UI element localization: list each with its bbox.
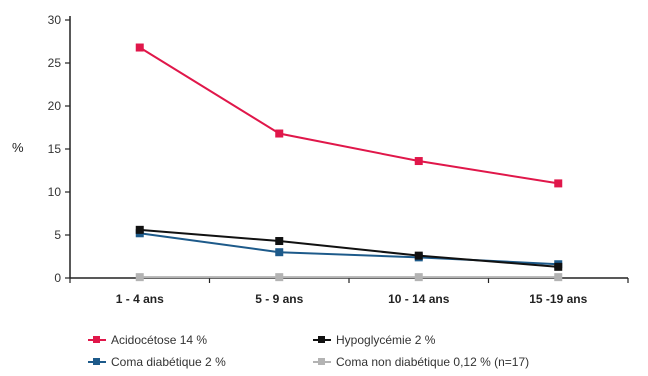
legend-item: Coma non diabétique 0,12 % (n=17) [313, 355, 529, 369]
data-point [414, 251, 423, 260]
data-point [414, 157, 423, 166]
y-tick-label: 5 [54, 228, 61, 242]
data-point [554, 262, 563, 271]
y-axis: 0 5 10 15 20 25 30 [48, 13, 71, 285]
data-point [414, 273, 423, 282]
y-axis-label: % [12, 140, 24, 155]
y-tick-label: 25 [48, 56, 62, 70]
x-tick-label: 5 - 9 ans [255, 292, 303, 306]
legend-label: Coma diabétique 2 % [111, 355, 226, 369]
data-point [554, 273, 563, 282]
legend-item: Coma diabétique 2 % [88, 355, 226, 369]
data-point [275, 248, 284, 257]
series-1 [135, 225, 563, 271]
legend-label: Hypoglycémie 2 % [336, 333, 436, 347]
data-point [135, 273, 144, 282]
y-tick-label: 20 [48, 99, 62, 113]
x-axis: 1 - 4 ans 5 - 9 ans 10 - 14 ans 15 -19 ans [69, 277, 629, 306]
legend-swatch [313, 358, 331, 366]
data-point [135, 225, 144, 234]
y-tick-label: 10 [48, 185, 62, 199]
legend-label: Acidocétose 14 % [111, 333, 208, 347]
series-group [135, 43, 563, 282]
legend-swatch [313, 336, 331, 344]
legend-item: Acidocétose 14 % [88, 333, 207, 347]
series-0 [135, 43, 563, 188]
x-tick-label: 10 - 14 ans [388, 292, 450, 306]
data-point [275, 129, 284, 138]
data-point [554, 179, 563, 188]
data-point [275, 273, 284, 282]
y-tick-label: 0 [54, 271, 61, 285]
data-point [275, 237, 284, 246]
legend-swatch [88, 358, 106, 366]
legend-label: Coma non diabétique 0,12 % (n=17) [336, 355, 530, 369]
legend-swatch [88, 336, 106, 344]
legend-item: Hypoglycémie 2 % [313, 333, 435, 347]
x-tick-label: 1 - 4 ans [116, 292, 164, 306]
series-line [139, 228, 559, 268]
data-point [135, 43, 144, 52]
y-tick-label: 30 [48, 13, 62, 27]
series-3 [135, 273, 563, 282]
x-tick-label: 15 -19 ans [529, 292, 587, 306]
series-line [139, 46, 559, 185]
y-tick-label: 15 [48, 142, 62, 156]
